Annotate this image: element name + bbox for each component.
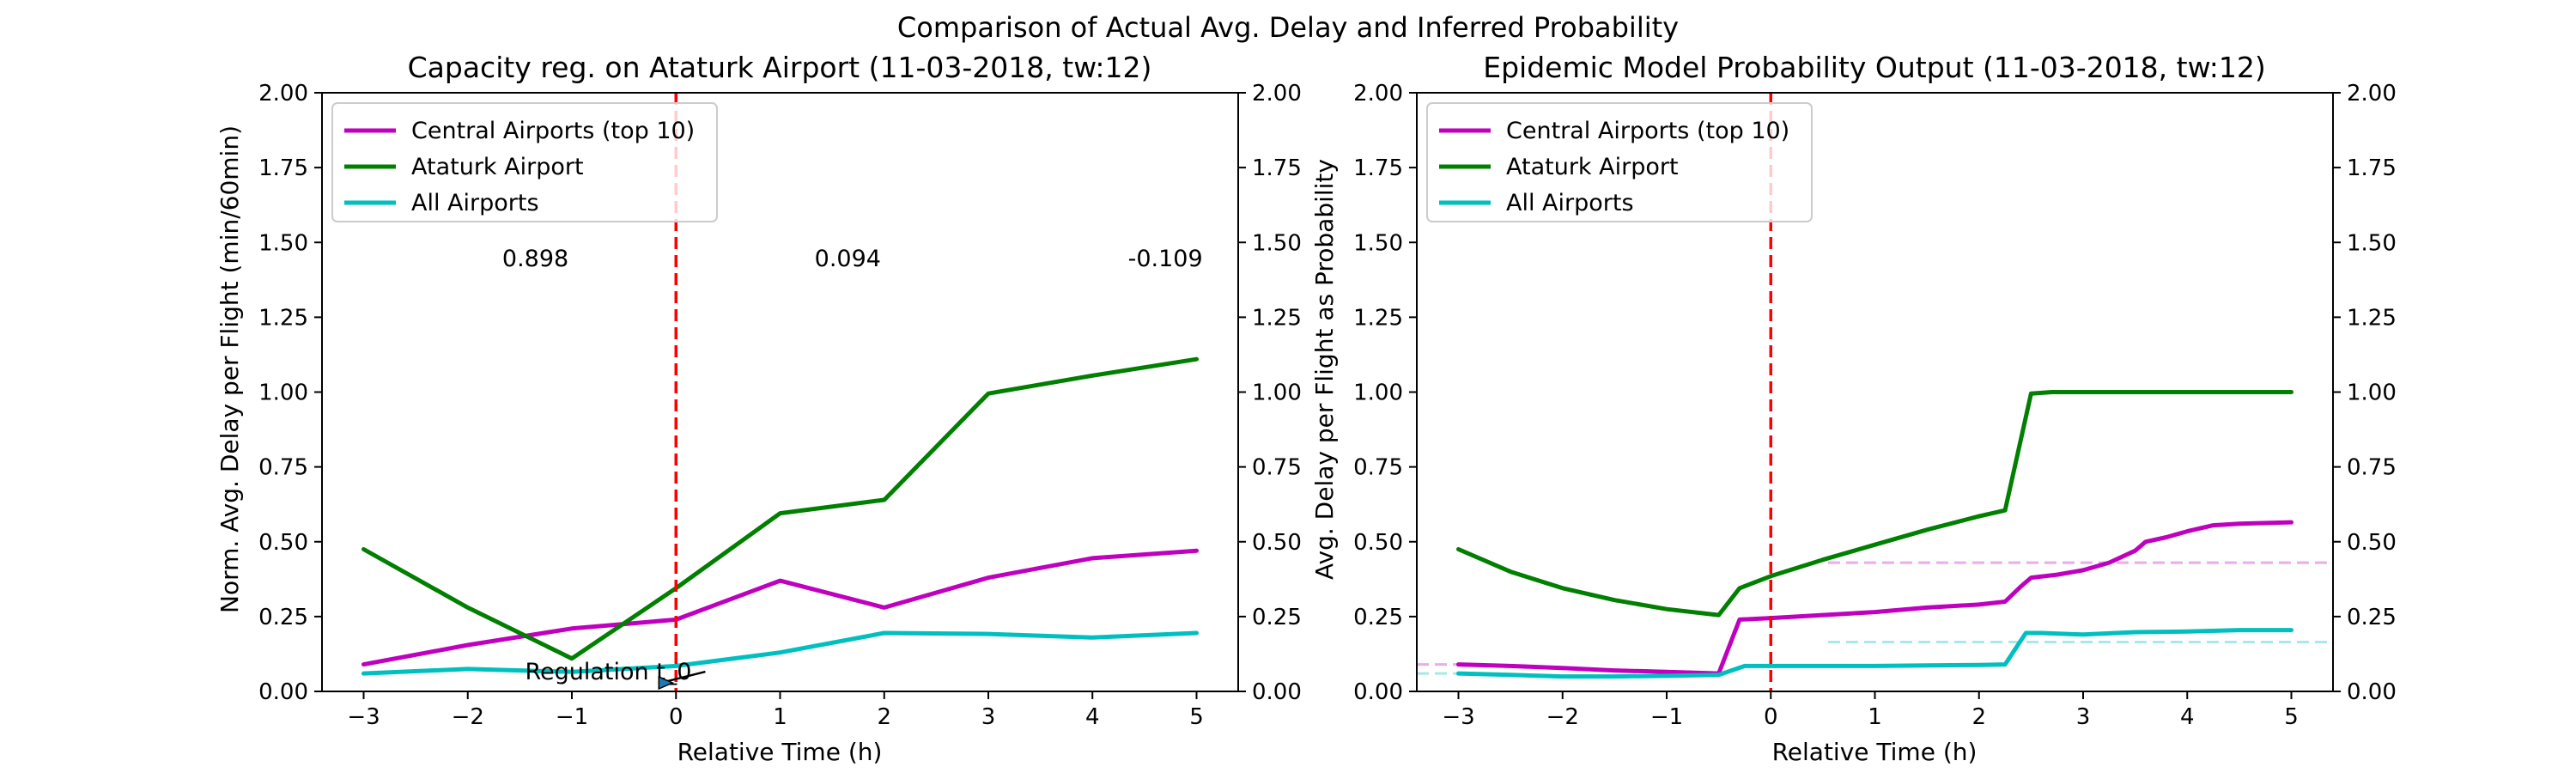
series-line-all-airports <box>361 630 1199 676</box>
x-tick-label: 4 <box>2180 704 2195 730</box>
figure-suptitle: Comparison of Actual Avg. Delay and Infe… <box>897 11 1679 44</box>
y-tick-label: 2.00 <box>1353 81 1403 107</box>
x-axis-label: Relative Time (h) <box>677 738 883 766</box>
series-line-central-airports-top-10 <box>1456 520 2293 676</box>
x-tick-label: 1 <box>773 704 787 730</box>
series-line-all-airports <box>1456 628 2293 679</box>
legend-label: All Airports <box>411 190 539 216</box>
x-tick-label: 3 <box>2076 704 2091 730</box>
y-tick-label: 0.75 <box>1353 455 1403 481</box>
legend-label: Ataturk Airport <box>411 154 584 180</box>
y-tick-label: 0.25 <box>1353 605 1403 630</box>
x-tick-label: 0 <box>1764 704 1778 730</box>
legend-label: Central Airports (top 10) <box>1506 118 1789 144</box>
series-line-ataturk-airport <box>1456 390 2293 618</box>
right-y-tick-label: 1.00 <box>2347 380 2397 406</box>
y-tick-label: 1.00 <box>1353 380 1403 406</box>
legend-label: Central Airports (top 10) <box>411 118 695 144</box>
right-y-tick-label: 1.50 <box>2347 230 2397 256</box>
right-y-tick-label: 0.00 <box>2347 679 2397 705</box>
right-y-tick-label: 1.00 <box>1252 380 1302 406</box>
x-tick-label: 1 <box>1868 704 1882 730</box>
right-y-tick-label: 0.50 <box>2347 530 2397 556</box>
right-y-tick-label: 1.75 <box>1252 155 1302 181</box>
chart-left-panel: Capacity reg. on Ataturk Airport (11-03-… <box>216 51 1302 766</box>
right-y-tick-label: 0.25 <box>2347 605 2397 630</box>
right-y-tick-label: 2.00 <box>1252 81 1302 107</box>
y-axis-label: Avg. Delay per Flight as Probability <box>1310 159 1339 580</box>
x-tick-label: −2 <box>1546 704 1579 730</box>
right-y-tick-label: 1.50 <box>1252 230 1302 256</box>
x-tick-label: 5 <box>1189 704 1204 730</box>
x-axis-label: Relative Time (h) <box>1772 738 1978 766</box>
y-axis-label: Norm. Avg. Delay per Flight (min/60min) <box>216 125 244 613</box>
right-y-tick-label: 1.25 <box>2347 305 2397 331</box>
y-tick-label: 0.50 <box>258 530 308 556</box>
y-tick-label: 0.25 <box>258 605 308 630</box>
right-y-tick-label: 0.00 <box>1252 679 1302 705</box>
legend-label: All Airports <box>1506 190 1634 216</box>
legend-label: Ataturk Airport <box>1506 154 1679 180</box>
y-tick-label: 1.75 <box>258 155 308 181</box>
x-tick-label: −1 <box>556 704 588 730</box>
y-tick-label: 0.00 <box>1353 679 1403 705</box>
series-line-ataturk-airport <box>361 356 1199 661</box>
x-tick-label: 5 <box>2284 704 2299 730</box>
chart-right-panel: Epidemic Model Probability Output (11-03… <box>1310 51 2397 766</box>
right-y-tick-label: 1.25 <box>1252 305 1302 331</box>
y-tick-label: 1.50 <box>258 230 308 256</box>
y-tick-label: 1.25 <box>258 305 308 331</box>
right-y-tick-label: 2.00 <box>2347 81 2397 107</box>
y-tick-label: 0.75 <box>258 455 308 481</box>
x-tick-label: 0 <box>669 704 683 730</box>
annotation-arrowhead <box>658 675 675 691</box>
y-tick-label: 1.00 <box>258 380 308 406</box>
y-tick-label: 1.50 <box>1353 230 1403 256</box>
y-tick-label: 0.00 <box>258 679 308 705</box>
chart-title: Capacity reg. on Ataturk Airport (11-03-… <box>408 51 1152 84</box>
annotation-value: 0.094 <box>815 246 881 272</box>
annotation-value: -0.109 <box>1128 246 1203 272</box>
y-tick-label: 1.75 <box>1353 155 1403 181</box>
x-tick-label: 3 <box>981 704 996 730</box>
x-tick-label: −1 <box>1650 704 1683 730</box>
y-tick-label: 1.25 <box>1353 305 1403 331</box>
x-tick-label: 4 <box>1085 704 1100 730</box>
x-tick-label: 2 <box>877 704 891 730</box>
x-tick-label: 2 <box>1971 704 1986 730</box>
x-tick-label: −2 <box>452 704 484 730</box>
y-tick-label: 0.50 <box>1353 530 1403 556</box>
chart-title: Epidemic Model Probability Output (11-03… <box>1483 51 2266 84</box>
y-tick-label: 2.00 <box>258 81 308 107</box>
legend-box <box>1426 102 1813 222</box>
right-y-tick-label: 0.25 <box>1252 605 1302 630</box>
annotation-value: 0.898 <box>502 246 568 272</box>
right-y-tick-label: 0.75 <box>2347 455 2397 481</box>
right-y-tick-label: 0.75 <box>1252 455 1302 481</box>
right-y-tick-label: 1.75 <box>2347 155 2397 181</box>
right-y-tick-label: 0.50 <box>1252 530 1302 556</box>
series-line-central-airports-top-10 <box>361 548 1199 667</box>
x-tick-label: −3 <box>347 704 380 730</box>
legend-box <box>331 102 718 222</box>
x-tick-label: −3 <box>1442 704 1474 730</box>
